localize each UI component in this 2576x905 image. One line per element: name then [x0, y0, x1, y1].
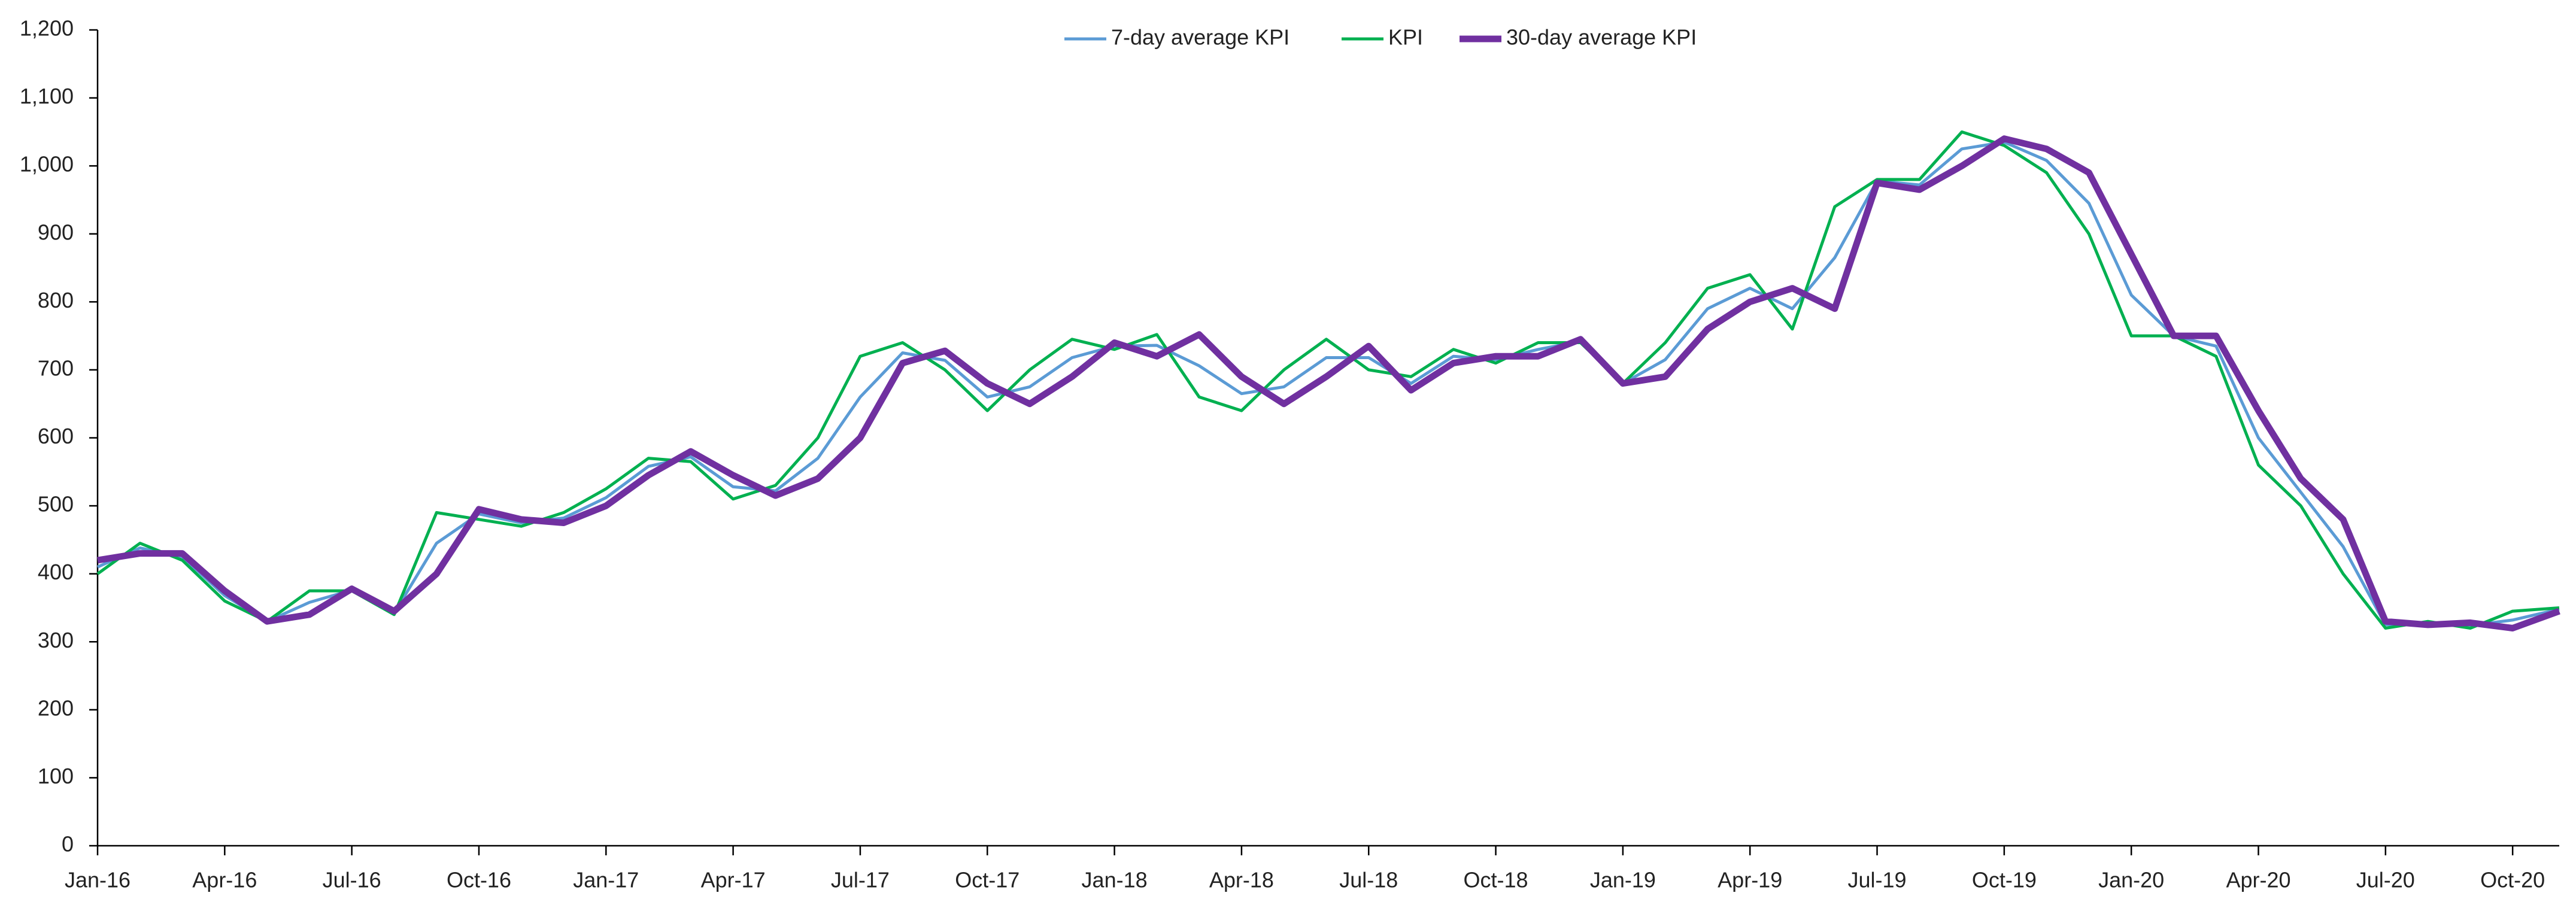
x-tick-label: Oct-19 [1972, 868, 2037, 892]
y-tick-label: 400 [38, 560, 74, 584]
x-tick-label: Jan-16 [65, 868, 131, 892]
x-tick-label: Oct-18 [1464, 868, 1528, 892]
x-tick-label: Apr-17 [701, 868, 766, 892]
x-tick-label: Apr-20 [2226, 868, 2290, 892]
x-tick-label: Jul-18 [1339, 868, 1398, 892]
x-tick-label: Jul-20 [2356, 868, 2415, 892]
x-tick-label: Jan-20 [2098, 868, 2164, 892]
y-tick-label: 1,000 [20, 152, 74, 177]
x-tick-label: Apr-18 [1209, 868, 1274, 892]
series-line [96, 140, 2560, 627]
x-tick-label: Oct-17 [955, 868, 1020, 892]
legend-label: KPI [1388, 25, 1423, 50]
x-tick-label: Oct-20 [2480, 868, 2545, 892]
x-tick-label: Jul-16 [323, 868, 381, 892]
y-tick-label: 200 [38, 696, 74, 720]
y-tick-label: 900 [38, 220, 74, 244]
y-tick-label: 500 [38, 492, 74, 517]
legend-label: 30-day average KPI [1506, 25, 1697, 50]
y-tick-label: 700 [38, 356, 74, 380]
x-tick-label: Jul-17 [831, 868, 890, 892]
y-tick-label: 800 [38, 288, 74, 312]
y-tick-label: 600 [38, 424, 74, 448]
y-tick-label: 0 [62, 832, 74, 857]
x-tick-label: Jan-19 [1590, 868, 1656, 892]
x-tick-label: Jan-17 [573, 868, 639, 892]
series-line [97, 135, 2560, 631]
x-tick-label: Oct-16 [447, 868, 511, 892]
series-line [96, 130, 2560, 630]
y-tick-label: 100 [38, 764, 74, 788]
x-tick-label: Jan-18 [1082, 868, 1148, 892]
x-tick-label: Jul-19 [1847, 868, 1906, 892]
y-tick-label: 1,100 [20, 84, 74, 108]
y-tick-label: 1,200 [20, 16, 74, 41]
legend-label: 7-day average KPI [1111, 25, 1289, 50]
x-tick-label: Apr-19 [1718, 868, 1782, 892]
y-tick-label: 300 [38, 628, 74, 652]
x-tick-label: Apr-16 [192, 868, 257, 892]
